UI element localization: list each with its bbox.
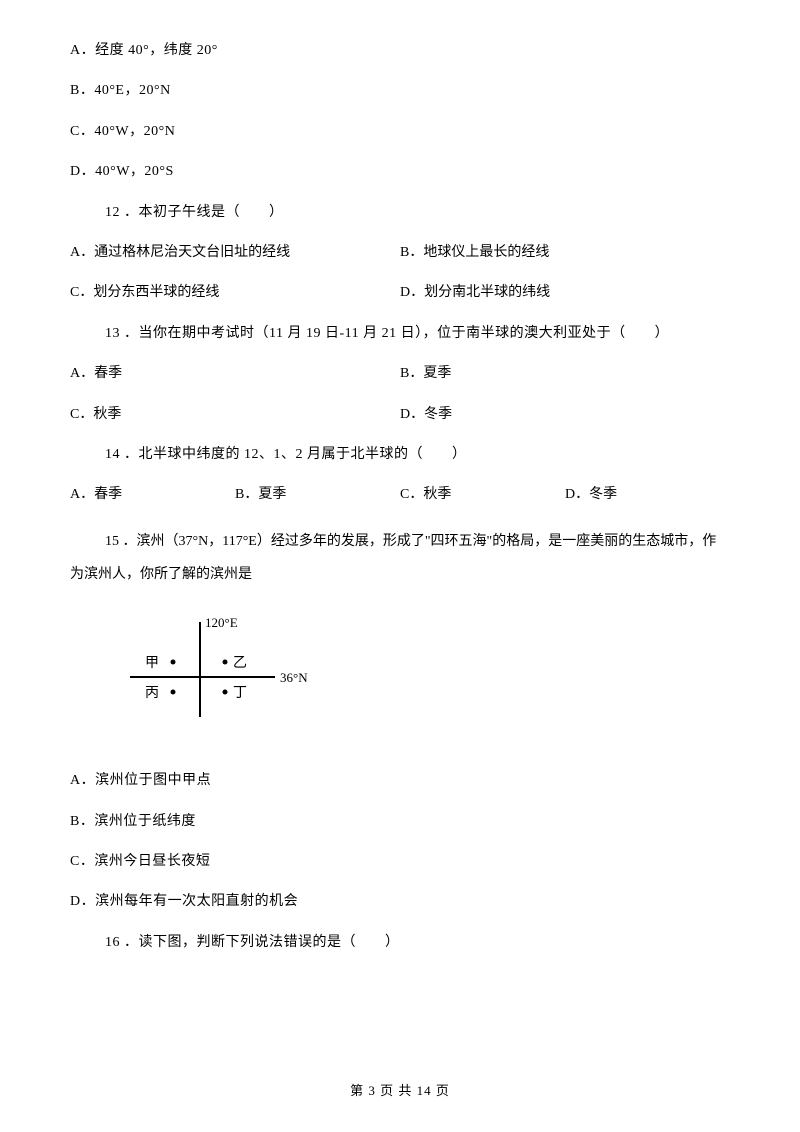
q13-option-a: A．春季 (70, 363, 400, 385)
q16-stem: 16 ．读下图，判断下列说法错误的是（ ） (70, 932, 730, 954)
q12-option-d: D．划分南北半球的纬线 (400, 282, 730, 304)
q15-option-d: D．滨州每年有一次太阳直射的机会 (70, 891, 730, 913)
q15-option-b: B．滨州位于纸纬度 (70, 811, 730, 833)
q13-stem: 13 ．当你在期中考试时（11 月 19 日-11 月 21 日），位于南半球的… (70, 323, 730, 345)
q11-option-a: A．经度 40°，纬度 20° (70, 40, 730, 62)
diagram-point-jia: 甲 (145, 656, 159, 671)
q15-option-a: A．滨州位于图中甲点 (70, 770, 730, 792)
q11-option-b: B．40°E，20°N (70, 80, 730, 102)
q12-option-b: B．地球仪上最长的经线 (400, 242, 730, 264)
q13-option-b: B．夏季 (400, 363, 730, 385)
diagram-point-ding: 丁 (233, 686, 247, 701)
q15-option-c: C．滨州今日昼长夜短 (70, 851, 730, 873)
q14-option-a: A．春季 (70, 484, 235, 506)
q14-option-c: C．秋季 (400, 484, 565, 506)
q11-option-d: D．40°W，20°S (70, 161, 730, 183)
q11-option-c: C．40°W，20°N (70, 121, 730, 143)
diagram-lon-label: 120°E (205, 615, 238, 630)
diagram-point-yi: 乙 (233, 655, 247, 671)
q12-stem: 12 ．本初子午线是（ ） (70, 202, 730, 224)
q14-option-b: B．夏季 (235, 484, 400, 506)
q14-stem: 14 ．北半球中纬度的 12、1、2 月属于北半球的（ ） (70, 444, 730, 466)
q13-option-c: C．秋季 (70, 404, 400, 426)
q15-stem: 15 ．滨州（37°N，117°E）经过多年的发展，形成了"四环五海"的格局，是… (70, 525, 730, 592)
q14-option-d: D．冬季 (565, 484, 730, 506)
q12-option-c: C．划分东西半球的经线 (70, 282, 400, 304)
page-footer: 第 3 页 共 14 页 (0, 1081, 800, 1102)
q12-option-a: A．通过格林尼治天文台旧址的经线 (70, 242, 400, 264)
q13-option-d: D．冬季 (400, 404, 730, 426)
diagram-lat-label: 36°N (280, 670, 308, 685)
diagram-coordinate: 120°E 36°N 甲 乙 丙 丁 (105, 612, 730, 740)
diagram-point-bing: 丙 (145, 686, 159, 701)
